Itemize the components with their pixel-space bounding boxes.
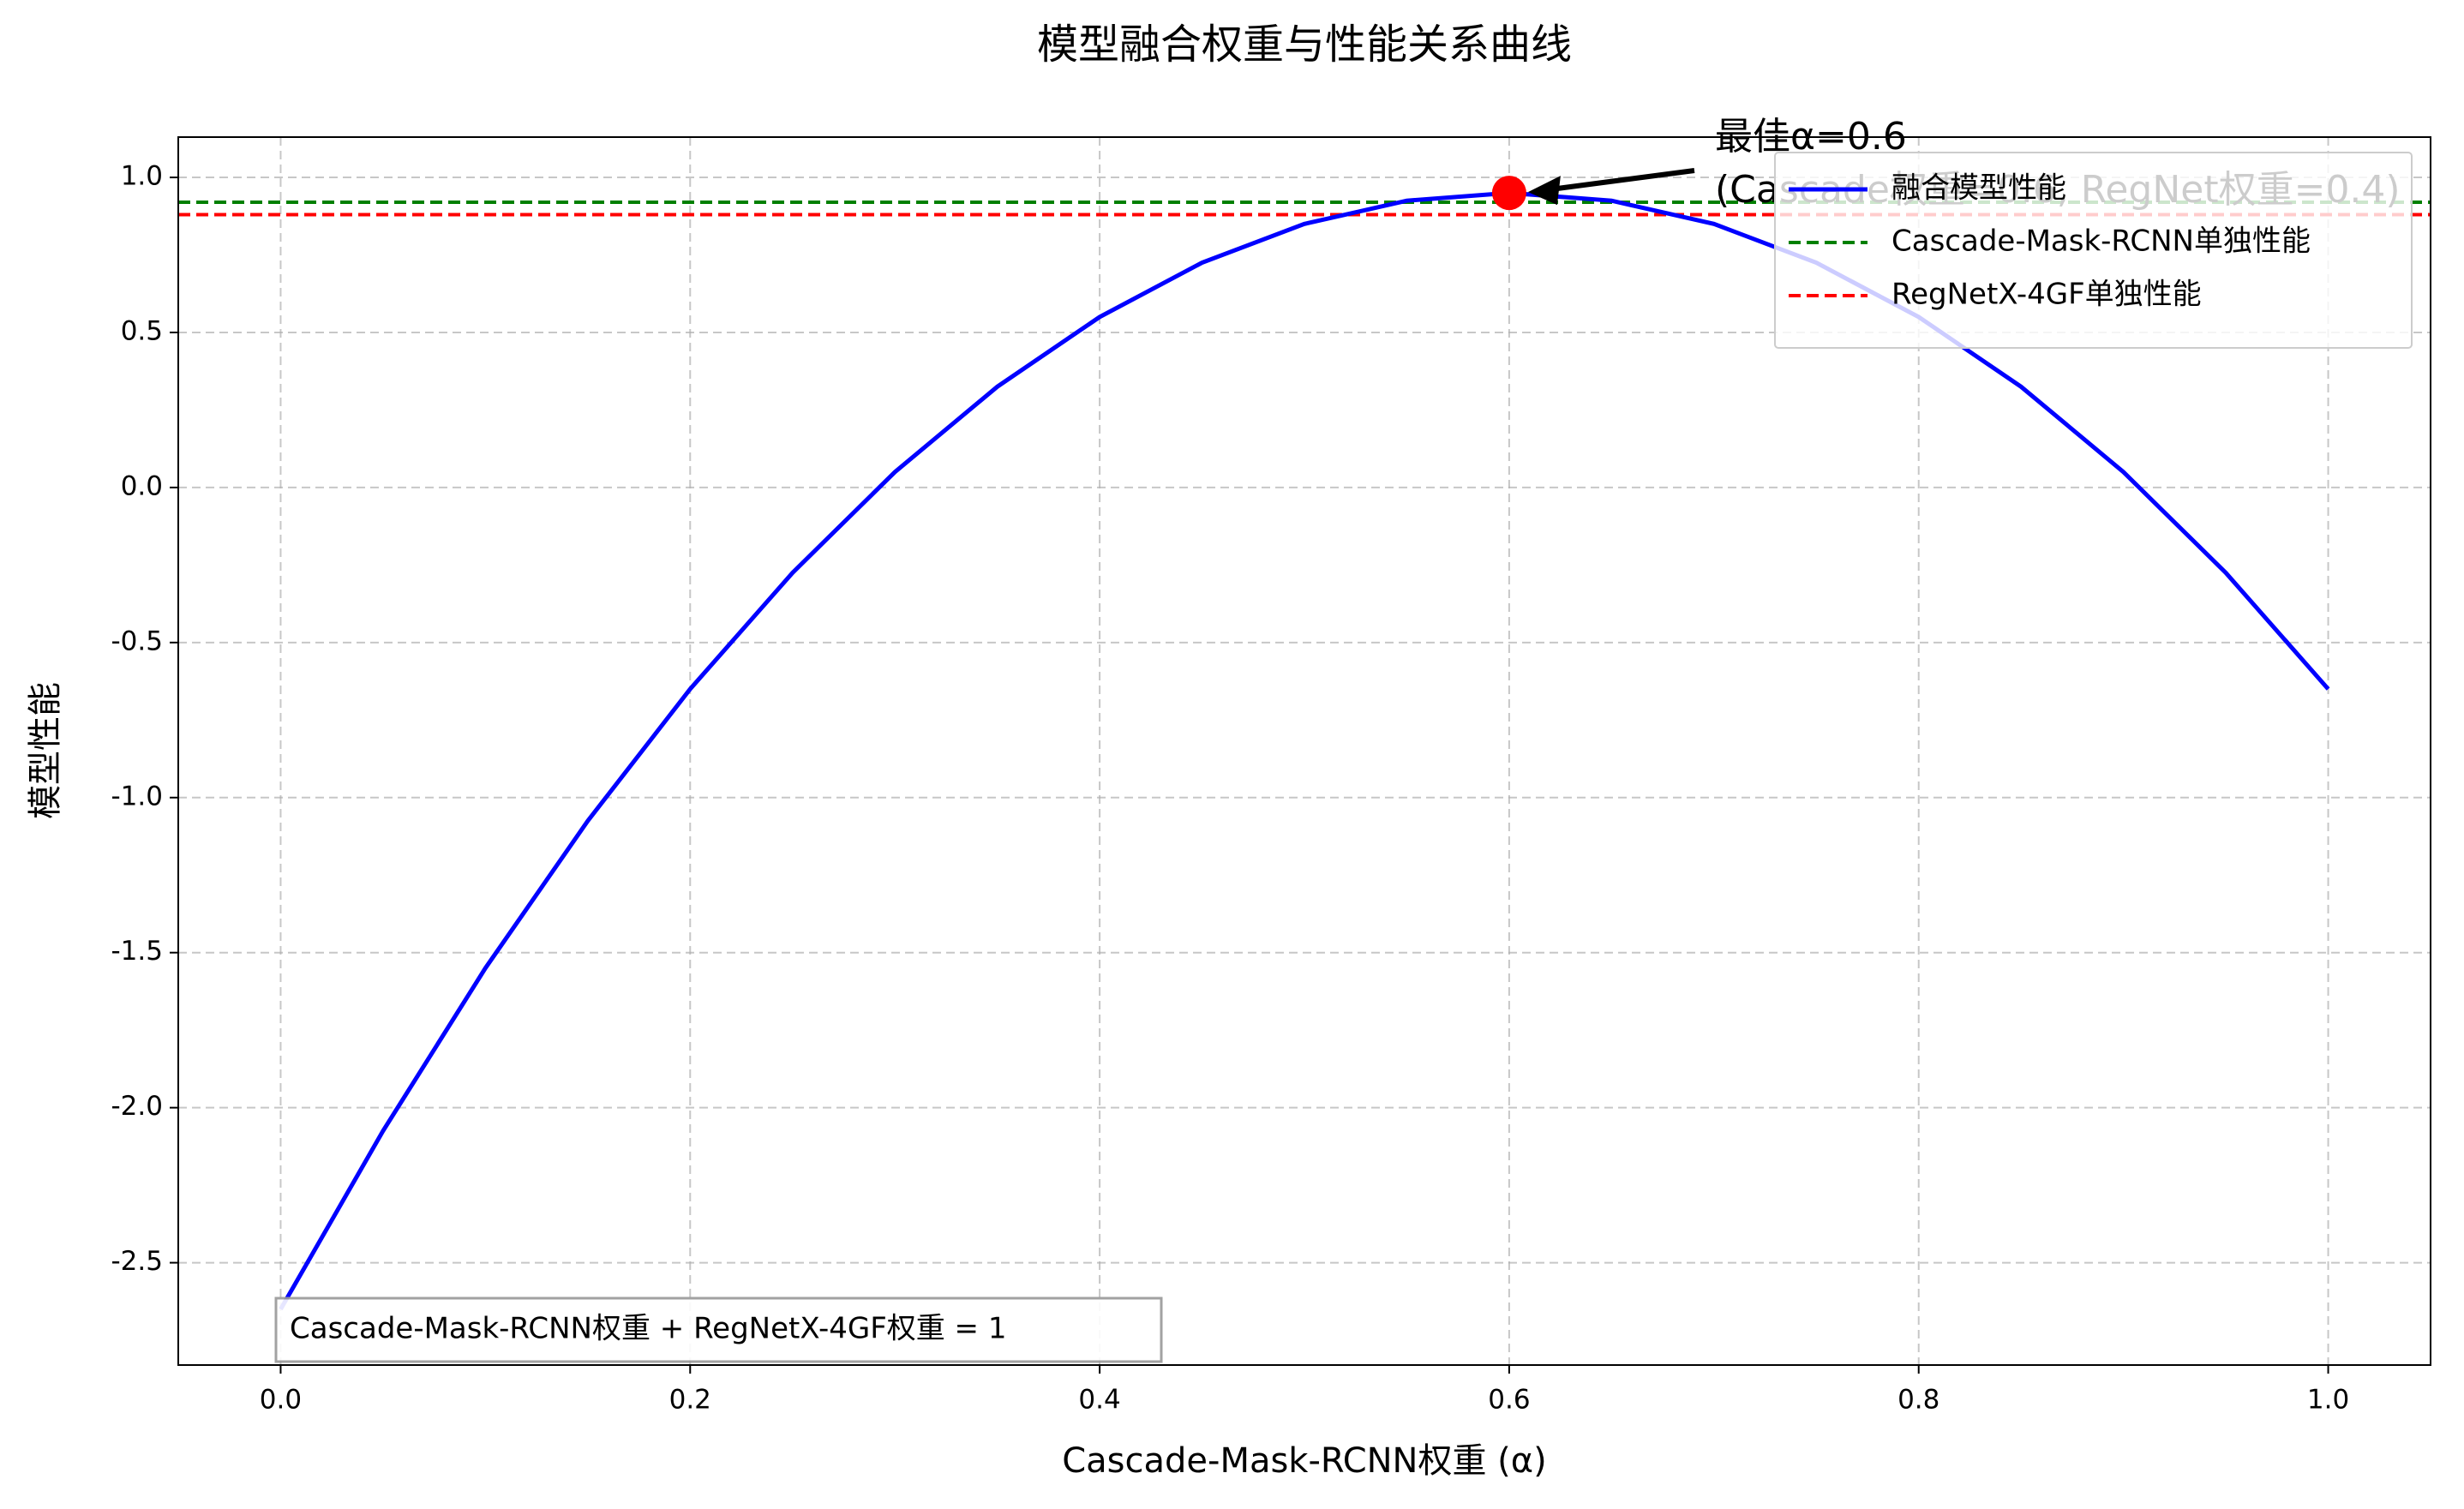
annotation-text: 最佳α=0.6 bbox=[1715, 115, 1907, 159]
best-point bbox=[1491, 176, 1526, 211]
y-tick-label: -1.0 bbox=[111, 781, 164, 811]
y-tick-label: -0.5 bbox=[111, 626, 164, 656]
x-tick-label: 0.4 bbox=[1078, 1385, 1120, 1416]
x-tick-label: 0.6 bbox=[1488, 1385, 1530, 1416]
annotation-arrowhead bbox=[1527, 176, 1561, 206]
note-text: Cascade-Mask-RCNN权重 + RegNetX-4GF权重 = 1 bbox=[290, 1312, 1007, 1346]
annotation-arrow bbox=[1543, 168, 1695, 194]
y-tick-label: 0.5 bbox=[121, 315, 163, 346]
y-tick-label: -2.0 bbox=[111, 1091, 164, 1122]
legend-label: 融合模型性能 bbox=[1891, 171, 2066, 206]
legend-label: Cascade-Mask-RCNN单独性能 bbox=[1891, 225, 2311, 259]
legend-box bbox=[1774, 152, 2413, 349]
y-tick-label: 0.0 bbox=[121, 470, 163, 501]
x-axis-label: Cascade-Mask-RCNN权重 (α) bbox=[1062, 1441, 1547, 1481]
x-tick-label: 0.0 bbox=[260, 1385, 302, 1416]
plot-frame bbox=[177, 136, 2431, 1366]
y-axis-label: 模型性能 bbox=[26, 682, 65, 819]
x-tick-label: 0.8 bbox=[1897, 1385, 1939, 1416]
chart-title: 模型融合权重与性能关系曲线 bbox=[1037, 21, 1572, 69]
note-box bbox=[274, 1296, 1163, 1363]
y-tick-label: -2.5 bbox=[111, 1246, 164, 1277]
y-tick-label: 1.0 bbox=[121, 161, 163, 192]
x-tick-label: 1.0 bbox=[2307, 1385, 2349, 1416]
y-tick-label: -1.5 bbox=[111, 936, 164, 967]
x-tick-label: 0.2 bbox=[669, 1385, 711, 1416]
legend-label: RegNetX-4GF单独性能 bbox=[1891, 278, 2202, 312]
line-series bbox=[279, 190, 2330, 1311]
